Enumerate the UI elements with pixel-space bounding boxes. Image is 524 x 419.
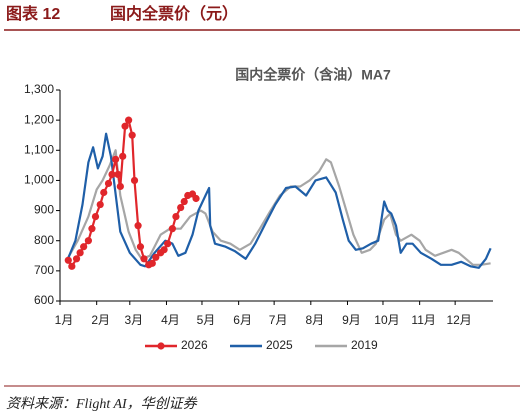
series-line: [67, 119, 197, 268]
point: [130, 176, 139, 185]
x-tick-label: 9月: [342, 313, 361, 327]
point: [88, 225, 96, 233]
x-tick-label: 2月: [91, 313, 110, 327]
point: [119, 152, 127, 160]
x-tick-label: 4月: [161, 313, 180, 327]
x-tick-label: 7月: [269, 313, 288, 327]
x-tick-label: 1月: [55, 313, 74, 327]
point: [148, 259, 156, 267]
series-line: [67, 149, 491, 266]
point: [121, 122, 129, 130]
point: [180, 197, 188, 206]
point: [72, 255, 81, 263]
point: [136, 243, 145, 251]
y-tick-label: 700: [34, 263, 54, 277]
figure-title: 国内全票价（元）: [110, 4, 238, 23]
point: [164, 240, 172, 248]
point: [84, 237, 92, 245]
point: [160, 246, 168, 254]
point: [128, 131, 136, 139]
chart-title: 国内全票价（含油）MA7: [235, 67, 391, 83]
point: [64, 256, 72, 264]
x-tick-label: 10月: [374, 313, 399, 327]
y-tick-label: 1,300: [24, 82, 54, 96]
x-tick-label: 8月: [305, 313, 324, 327]
point: [125, 116, 133, 124]
point: [104, 179, 113, 188]
x-tick-label: 12月: [446, 313, 471, 327]
x-tick-label: 6月: [233, 313, 252, 327]
point: [140, 255, 148, 263]
point: [96, 200, 104, 209]
legend-label: 2025: [266, 338, 293, 352]
source-note: 资料来源：Flight AI，华创证券: [6, 396, 198, 412]
y-tick-label: 1,100: [24, 142, 54, 156]
point: [100, 188, 108, 197]
legend-label: 2026: [181, 338, 208, 352]
point: [177, 203, 185, 212]
y-tick-label: 1,000: [24, 173, 54, 187]
x-tick-label: 3月: [124, 313, 143, 327]
y-tick-label: 800: [34, 233, 54, 247]
point: [172, 213, 180, 221]
point: [91, 213, 100, 221]
point: [114, 170, 122, 178]
series-line: [67, 132, 492, 269]
point: [80, 243, 88, 251]
point: [76, 249, 84, 257]
point: [152, 253, 160, 261]
x-tick-label: 5月: [197, 313, 216, 327]
point: [68, 262, 76, 270]
legend-marker: [157, 342, 165, 350]
point: [108, 170, 116, 178]
x-tick-label: 11月: [411, 313, 435, 327]
point: [134, 222, 142, 230]
point: [116, 182, 124, 191]
figure-label: 图表 12: [6, 4, 60, 23]
point: [112, 155, 120, 163]
y-tick-label: 600: [34, 293, 54, 307]
legend-label: 2019: [351, 338, 378, 352]
point: [168, 225, 176, 233]
point: [192, 194, 200, 203]
y-tick-label: 1,200: [24, 112, 54, 126]
y-tick-label: 900: [34, 203, 54, 217]
